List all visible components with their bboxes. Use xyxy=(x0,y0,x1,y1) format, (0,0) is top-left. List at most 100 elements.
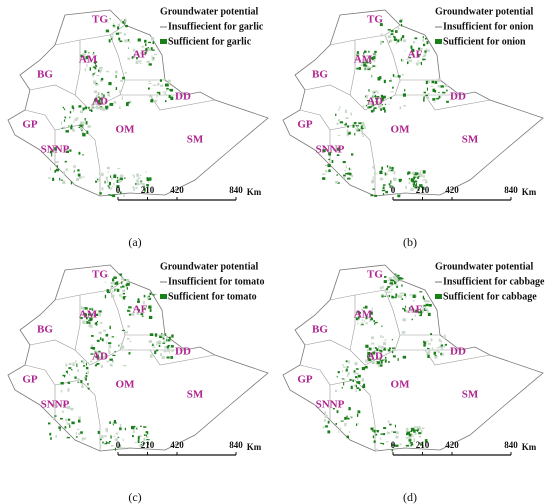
sufficient-area xyxy=(362,385,366,388)
insufficient-area xyxy=(378,104,381,109)
insufficient-area xyxy=(356,58,358,62)
scale-label: 210 xyxy=(416,185,430,195)
insufficient-area xyxy=(136,179,139,183)
sufficient-area xyxy=(424,50,427,53)
sufficient-area xyxy=(413,176,416,180)
insufficient-area xyxy=(68,362,72,365)
sufficient-area xyxy=(148,295,150,297)
insufficient-area xyxy=(124,39,128,43)
insufficient-area xyxy=(122,289,125,293)
insufficient-area xyxy=(141,45,145,48)
insufficient-area xyxy=(366,66,370,69)
insufficient-area xyxy=(119,106,121,110)
insufficient-area xyxy=(388,103,390,105)
sufficient-area xyxy=(105,29,110,33)
insufficient-area xyxy=(324,411,326,414)
insufficient-area xyxy=(135,186,138,189)
sufficient-area xyxy=(77,381,80,383)
sufficient-area xyxy=(355,376,358,379)
sufficient-area xyxy=(368,106,372,109)
sufficient-area xyxy=(56,169,59,172)
insufficient-area xyxy=(346,129,349,133)
insufficient-area xyxy=(96,75,100,77)
insufficient-area xyxy=(380,346,384,349)
sufficient-area xyxy=(367,106,369,109)
insufficient-area xyxy=(366,348,369,352)
region-label: TG xyxy=(367,269,383,281)
country-outline xyxy=(282,9,544,197)
sufficient-area xyxy=(393,431,396,433)
insufficient-area xyxy=(423,54,427,57)
legend-insufficient: Insufficient for cabbage xyxy=(443,276,545,287)
insufficient-area xyxy=(76,117,79,120)
sufficient-area xyxy=(118,444,121,448)
sufficient-area xyxy=(355,368,359,370)
insufficient-area xyxy=(108,350,111,355)
insufficient-area xyxy=(323,419,327,422)
insufficient-area xyxy=(94,71,96,75)
insufficient-area xyxy=(108,105,110,107)
insufficient-area xyxy=(346,134,349,137)
sufficient-area xyxy=(137,300,140,303)
insufficient-area xyxy=(113,22,115,25)
scale-label: 0 xyxy=(116,440,121,450)
sufficient-area xyxy=(80,317,83,320)
insufficient-area xyxy=(365,314,367,318)
insufficient-area xyxy=(135,60,139,65)
insufficient-area xyxy=(168,81,170,85)
insufficient-area xyxy=(403,39,406,43)
insufficient-area xyxy=(78,176,82,179)
insufficient-area xyxy=(120,342,124,345)
insufficient-area xyxy=(437,85,441,88)
insufficient-area xyxy=(82,320,86,324)
insufficient-area xyxy=(86,362,89,364)
insufficient-area xyxy=(118,31,122,34)
sufficient-area xyxy=(412,294,416,298)
sufficient-area xyxy=(88,321,91,325)
sufficient-area xyxy=(92,347,96,350)
sufficient-area xyxy=(391,350,394,354)
insufficient-area xyxy=(98,107,100,110)
sufficient-area xyxy=(116,288,120,292)
panel-caption: (d) xyxy=(403,490,417,504)
insufficient-area xyxy=(362,59,366,63)
sufficient-area xyxy=(347,131,351,135)
sufficient-area xyxy=(156,349,159,352)
sufficient-area xyxy=(372,188,375,190)
sufficient-area xyxy=(343,174,346,177)
insufficient-area xyxy=(372,95,374,99)
region-border xyxy=(54,24,126,46)
sufficient-area xyxy=(356,67,359,70)
insufficient-area xyxy=(95,90,97,93)
sufficient-area xyxy=(120,286,122,289)
insufficient-area xyxy=(426,309,429,313)
insufficient-area xyxy=(415,295,417,298)
region-border xyxy=(299,109,331,165)
sufficient-area xyxy=(154,333,158,337)
insufficient-area xyxy=(90,107,94,110)
sufficient-area xyxy=(408,56,412,59)
insufficient-area xyxy=(364,320,366,323)
sufficient-area xyxy=(58,426,61,429)
insufficient-area xyxy=(82,53,85,57)
insufficient-area xyxy=(127,57,131,60)
insufficient-area xyxy=(344,109,347,113)
sufficient-area xyxy=(117,26,120,30)
sufficient-area xyxy=(344,416,347,420)
insufficient-area xyxy=(384,290,386,294)
insufficient-area xyxy=(419,171,421,175)
sufficient-area xyxy=(406,433,408,436)
insufficient-area xyxy=(86,64,88,67)
sufficient-area xyxy=(85,366,89,370)
region-label: AF xyxy=(408,304,423,316)
sufficient-area xyxy=(62,374,66,377)
insufficient-area xyxy=(416,175,420,178)
insufficient-area xyxy=(399,295,403,298)
region-label: AM xyxy=(354,54,373,66)
insufficient-area xyxy=(154,100,158,102)
sufficient-area xyxy=(342,161,346,164)
sufficient-area xyxy=(368,347,372,351)
insufficient-area xyxy=(88,59,91,63)
sufficient-area xyxy=(70,181,73,185)
sufficient-area xyxy=(98,350,101,353)
